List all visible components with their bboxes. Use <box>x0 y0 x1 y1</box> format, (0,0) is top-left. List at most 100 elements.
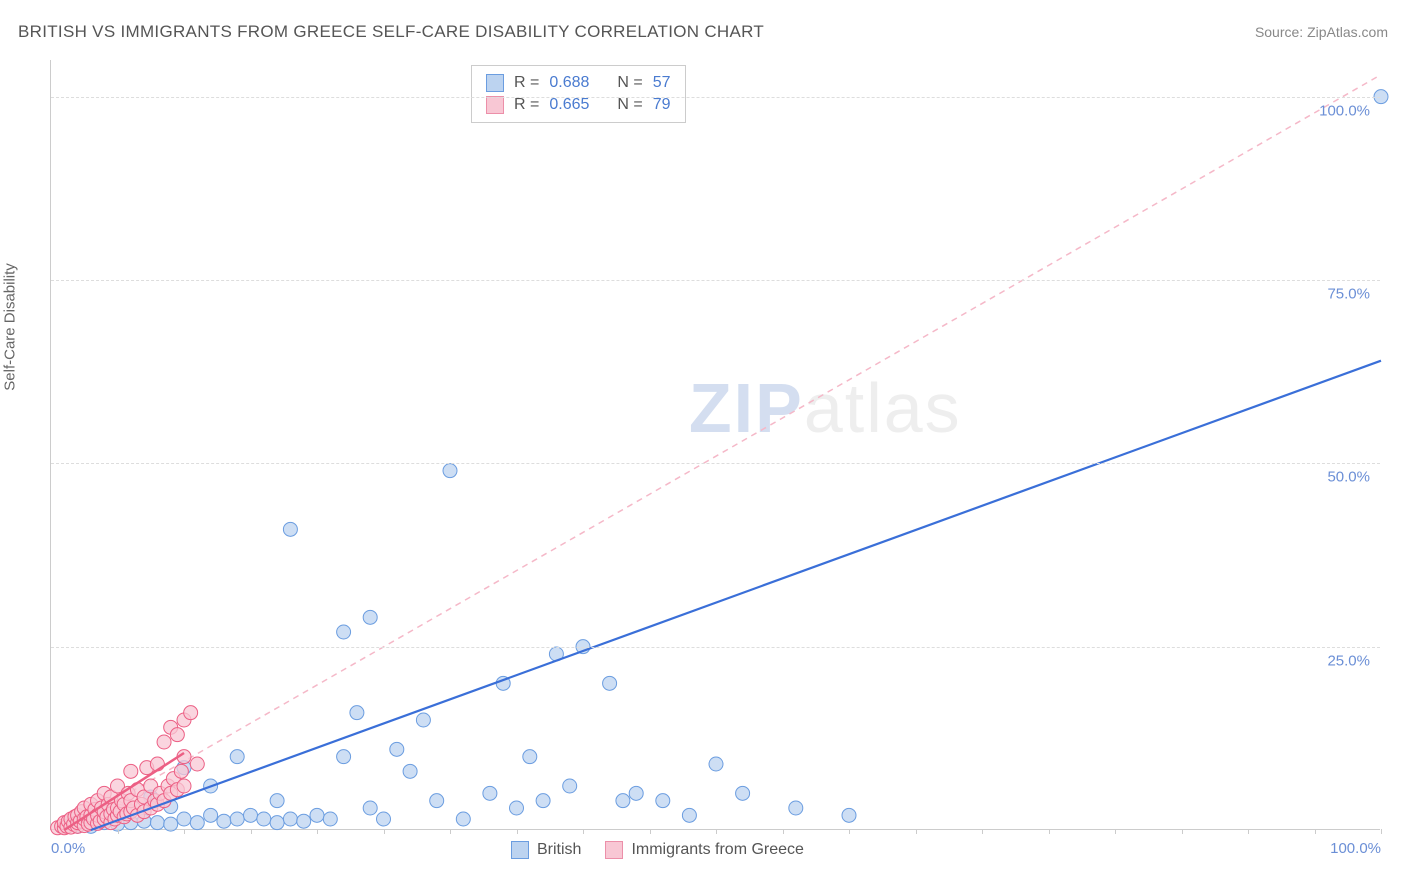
british-point <box>789 801 803 815</box>
british-point <box>523 750 537 764</box>
british-point <box>616 794 630 808</box>
british-point <box>283 522 297 536</box>
x-tick <box>1315 829 1316 834</box>
british-point <box>510 801 524 815</box>
x-tick <box>583 829 584 834</box>
british-point <box>257 812 271 826</box>
british-point <box>416 713 430 727</box>
british-point <box>709 757 723 771</box>
r-label: R = <box>514 74 539 92</box>
british-point <box>150 816 164 830</box>
british-point <box>323 812 337 826</box>
british-point <box>164 817 178 831</box>
x-tick <box>783 829 784 834</box>
greece-trend-dashed <box>64 75 1381 830</box>
british-point <box>363 801 377 815</box>
x-tick <box>849 829 850 834</box>
n-label: N = <box>617 96 642 114</box>
y-axis-label: Self-Care Disability <box>2 263 19 391</box>
x-tick <box>1115 829 1116 834</box>
british-point <box>350 706 364 720</box>
legend-swatch <box>605 841 623 859</box>
greece-point <box>177 779 191 793</box>
x-tick-label: 0.0% <box>51 840 85 857</box>
x-tick <box>1248 829 1249 834</box>
x-tick <box>1182 829 1183 834</box>
british-point <box>603 676 617 690</box>
british-point <box>230 750 244 764</box>
british-point <box>297 814 311 828</box>
bottom-legend: British Immigrants from Greece <box>511 841 804 859</box>
x-tick-label: 100.0% <box>1330 840 1381 857</box>
source-label: Source: ZipAtlas.com <box>1255 24 1388 40</box>
british-point <box>230 812 244 826</box>
y-tick-label: 50.0% <box>1327 469 1370 486</box>
x-tick <box>916 829 917 834</box>
x-tick <box>716 829 717 834</box>
stats-box: R =0.688N =57R =0.665N =79 <box>471 65 686 123</box>
r-label: R = <box>514 96 539 114</box>
r-value: 0.688 <box>549 74 589 92</box>
british-point <box>483 786 497 800</box>
x-tick <box>384 829 385 834</box>
greece-point <box>174 764 188 778</box>
legend-swatch <box>486 74 504 92</box>
x-tick <box>251 829 252 834</box>
british-point <box>430 794 444 808</box>
greece-point <box>190 757 204 771</box>
x-tick <box>1049 829 1050 834</box>
british-point <box>217 814 231 828</box>
x-tick <box>317 829 318 834</box>
x-tick <box>1381 829 1382 834</box>
y-tick-label: 100.0% <box>1319 102 1370 119</box>
n-value: 57 <box>653 74 671 92</box>
british-point <box>403 764 417 778</box>
british-point <box>310 808 324 822</box>
n-value: 79 <box>653 96 671 114</box>
british-point <box>337 750 351 764</box>
british-point <box>363 610 377 624</box>
gridline <box>51 280 1380 281</box>
x-tick <box>517 829 518 834</box>
plot-area: ZIPatlas R =0.688N =57R =0.665N =79 Brit… <box>50 60 1380 830</box>
gridline <box>51 97 1380 98</box>
y-tick-label: 25.0% <box>1327 652 1370 669</box>
british-point <box>270 794 284 808</box>
legend-item: Immigrants from Greece <box>605 841 803 859</box>
british-point <box>204 808 218 822</box>
british-point <box>682 808 696 822</box>
gridline <box>51 647 1380 648</box>
greece-point <box>157 735 171 749</box>
british-point <box>270 816 284 830</box>
british-point <box>563 779 577 793</box>
greece-point <box>170 728 184 742</box>
british-point <box>536 794 550 808</box>
x-tick <box>118 829 119 834</box>
legend-swatch <box>511 841 529 859</box>
legend-item: British <box>511 841 581 859</box>
legend-swatch <box>486 96 504 114</box>
british-point <box>842 808 856 822</box>
british-point <box>244 808 258 822</box>
british-point <box>656 794 670 808</box>
british-point <box>456 812 470 826</box>
british-point <box>283 812 297 826</box>
british-point <box>377 812 391 826</box>
british-point <box>629 786 643 800</box>
gridline <box>51 463 1380 464</box>
x-tick <box>650 829 651 834</box>
y-tick-label: 75.0% <box>1327 286 1370 303</box>
legend-label: Immigrants from Greece <box>631 841 803 859</box>
x-tick <box>184 829 185 834</box>
x-tick <box>450 829 451 834</box>
x-tick <box>982 829 983 834</box>
plot-svg <box>51 60 1380 829</box>
british-point <box>177 812 191 826</box>
british-trend <box>91 361 1381 830</box>
greece-point <box>184 706 198 720</box>
stat-row: R =0.688N =57 <box>486 72 671 94</box>
greece-point <box>124 764 138 778</box>
legend-label: British <box>537 841 581 859</box>
chart-title: BRITISH VS IMMIGRANTS FROM GREECE SELF-C… <box>18 22 764 42</box>
header-row: BRITISH VS IMMIGRANTS FROM GREECE SELF-C… <box>18 22 1388 42</box>
